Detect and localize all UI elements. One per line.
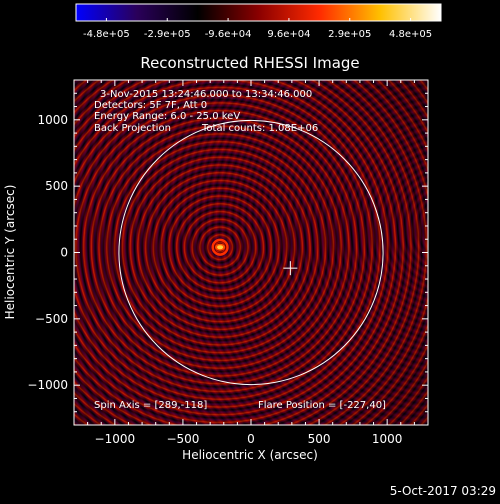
spin-axis-text: Spin Axis = [289,-118] bbox=[94, 400, 207, 411]
plot-title: Reconstructed RHESSI Image bbox=[140, 54, 359, 72]
x-tick-label: −1000 bbox=[95, 432, 136, 446]
flare-position-text: Flare Position = [-227,40] bbox=[258, 400, 386, 411]
x-tick-label: 1000 bbox=[372, 432, 403, 446]
colorbar-tick-label: 4.8e+05 bbox=[389, 29, 432, 40]
time-range-text: 3-Nov-2015 13:24:46.000 to 13:34:46.000 bbox=[100, 89, 312, 100]
method-text: Back Projection bbox=[94, 123, 171, 134]
colorbar-ticks: -4.8e+05 -2.9e+05 -9.6e+04 9.6e+04 2.9e+05 4.… bbox=[83, 18, 432, 40]
y-tick-label: −500 bbox=[35, 312, 68, 326]
colorbar-tick-label: -2.9e+05 bbox=[144, 29, 191, 40]
y-tick-label: −1000 bbox=[27, 378, 68, 392]
x-tick-label: 0 bbox=[247, 432, 255, 446]
detectors-text: Detectors: 5F 7F, Att 0 bbox=[94, 100, 207, 111]
solar-disk-limb bbox=[118, 119, 384, 386]
spin-axis-marker bbox=[283, 261, 298, 276]
image-area bbox=[74, 80, 428, 425]
x-tick-label: 500 bbox=[308, 432, 331, 446]
ring-fade bbox=[74, 80, 428, 425]
colorbar-tick-label: 2.9e+05 bbox=[328, 29, 371, 40]
energy-range-text: Energy Range: 6.0 - 25.0 keV bbox=[94, 111, 240, 122]
colorbar-tick-label: -9.6e+04 bbox=[205, 29, 252, 40]
axis-ticks: −1000 −500 0 500 1000 −1000 −500 0 500 1000 bbox=[27, 80, 428, 446]
x-tick-label: −500 bbox=[166, 432, 199, 446]
total-counts-text: Total counts: 1.08E+06 bbox=[201, 123, 318, 134]
x-axis-label: Heliocentric X (arcsec) bbox=[182, 448, 318, 462]
y-axis-label: Heliocentric Y (arcsec) bbox=[3, 185, 17, 320]
y-tick-label: 0 bbox=[60, 246, 68, 260]
y-tick-label: 1000 bbox=[37, 113, 68, 127]
colorbar bbox=[75, 3, 442, 22]
colorbar-tick-label: -4.8e+05 bbox=[83, 29, 130, 40]
timestamp: 5-Oct-2017 03:29 bbox=[390, 484, 496, 498]
flare-source bbox=[211, 238, 229, 256]
colorbar-tick-label: 9.6e+04 bbox=[267, 29, 310, 40]
y-tick-label: 500 bbox=[45, 179, 68, 193]
